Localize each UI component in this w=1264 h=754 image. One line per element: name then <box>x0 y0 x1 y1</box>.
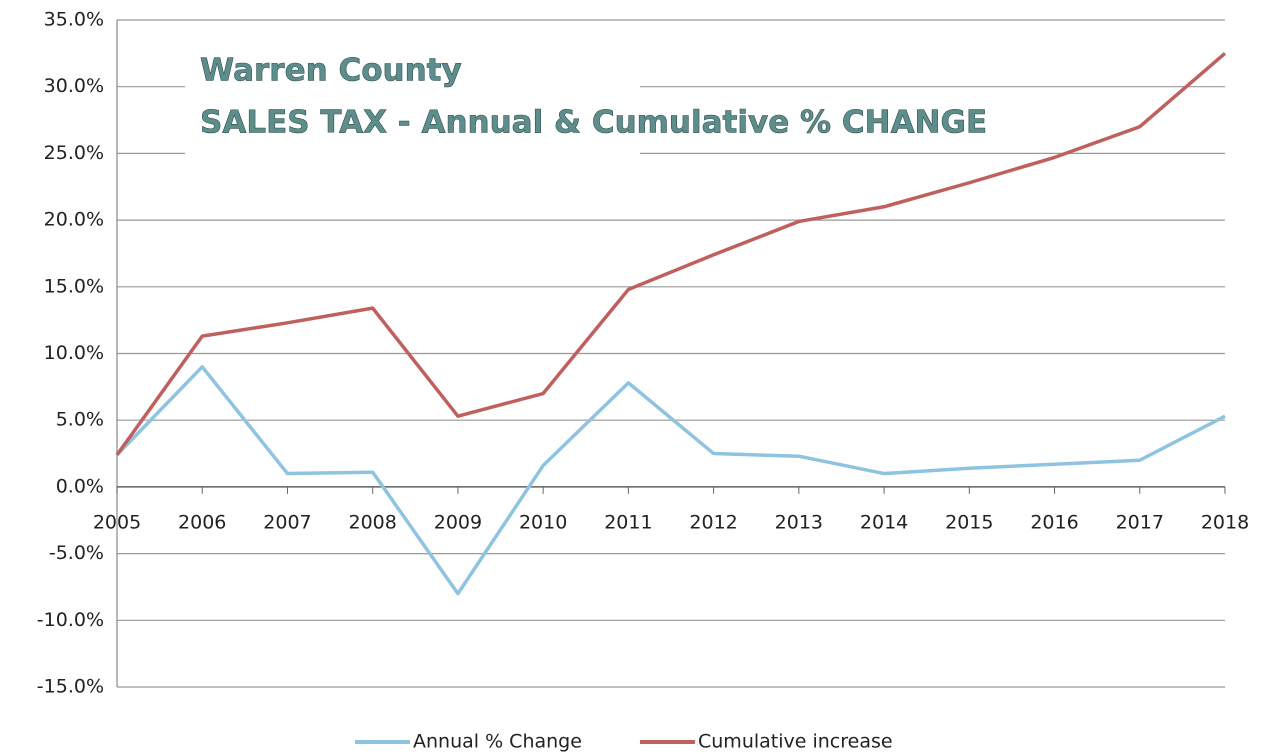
x-tick-label: 2015 <box>945 511 993 533</box>
x-tick-label: 2008 <box>349 511 397 533</box>
x-tick-label: 2005 <box>93 511 141 533</box>
y-tick-label: 25.0% <box>44 142 104 164</box>
x-tick-label: 2013 <box>775 511 823 533</box>
x-tick-label: 2016 <box>1030 511 1078 533</box>
title-background <box>185 40 640 160</box>
x-tick-label: 2018 <box>1201 511 1249 533</box>
title-background <box>640 95 1010 150</box>
chart-subtitle: SALES TAX - Annual & Cumulative % CHANGE <box>200 105 987 141</box>
y-tick-label: 10.0% <box>44 342 104 364</box>
x-tick-label: 2017 <box>1116 511 1164 533</box>
y-tick-label: -15.0% <box>37 676 104 698</box>
x-tick-label: 2011 <box>604 511 652 533</box>
y-tick-label: -10.0% <box>37 609 104 631</box>
y-tick-label: 20.0% <box>44 209 104 231</box>
x-tick-label: 2010 <box>519 511 567 533</box>
y-tick-label: 30.0% <box>44 75 104 97</box>
x-tick-label: 2012 <box>689 511 737 533</box>
series-line <box>115 365 1226 596</box>
y-tick-label: 5.0% <box>56 409 104 431</box>
legend-label: Cumulative increase <box>698 731 893 753</box>
series-line <box>115 52 1227 456</box>
x-tick-label: 2007 <box>263 511 311 533</box>
y-tick-label: -5.0% <box>49 542 104 564</box>
legend-label: Annual % Change <box>413 731 582 753</box>
chart-title: Warren County <box>200 53 462 89</box>
y-tick-label: 15.0% <box>44 275 104 297</box>
x-tick-label: 2014 <box>860 511 908 533</box>
x-tick-label: 2009 <box>434 511 482 533</box>
x-tick-label: 2006 <box>178 511 226 533</box>
y-tick-label: 0.0% <box>56 475 104 497</box>
y-tick-label: 35.0% <box>44 9 104 31</box>
